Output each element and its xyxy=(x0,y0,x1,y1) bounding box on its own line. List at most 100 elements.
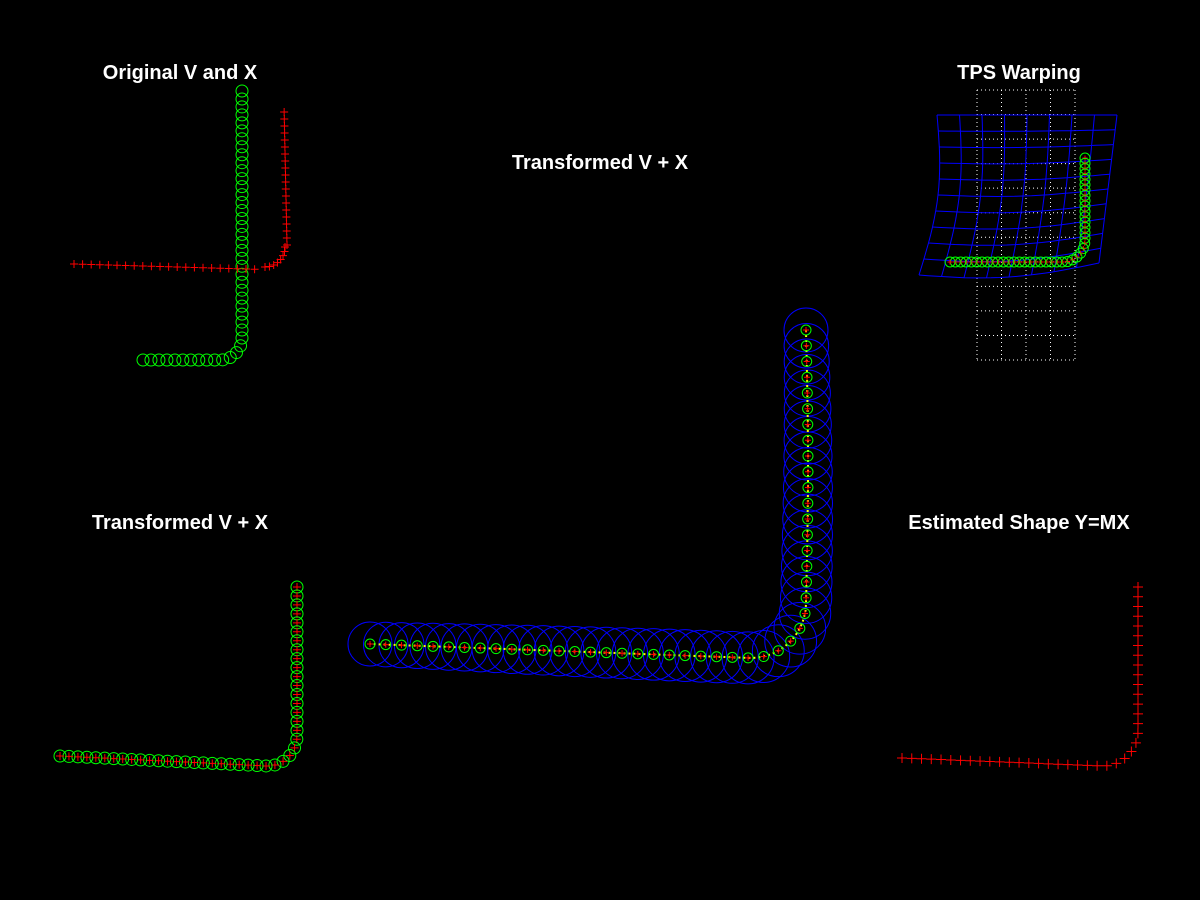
x-point-plus xyxy=(233,264,242,273)
x-point-plus xyxy=(804,468,811,475)
x-point-plus xyxy=(804,390,811,397)
original-panel xyxy=(70,84,291,367)
v-point-circle xyxy=(235,84,249,98)
v-point-circle xyxy=(235,307,249,321)
x-point-plus xyxy=(279,251,288,260)
v-point-circle xyxy=(711,651,723,663)
x-point-plus xyxy=(280,143,289,151)
x-point-plus xyxy=(1072,759,1083,770)
x-point-plus xyxy=(113,261,121,270)
correspondence-circle xyxy=(782,478,834,529)
warped-grid-line xyxy=(923,247,1101,263)
x-point-plus xyxy=(1130,737,1141,748)
v-point-circle xyxy=(800,576,812,588)
panel-title-original: Original V and X xyxy=(102,62,258,84)
v-point-circle xyxy=(802,419,814,431)
v-point-circle xyxy=(223,350,237,364)
x-point-plus xyxy=(87,260,96,269)
correspondence-circle xyxy=(690,630,744,684)
warped-grid-line xyxy=(937,188,1109,198)
x-point-plus xyxy=(1014,757,1025,768)
x-point-plus xyxy=(666,651,673,658)
v-point-circle xyxy=(802,450,814,462)
v-point-circle xyxy=(235,116,249,130)
v-point-circle xyxy=(235,291,249,305)
x-point-plus xyxy=(650,651,657,658)
x-point-plus xyxy=(138,262,147,270)
x-point-plus xyxy=(70,260,78,268)
x-point-plus xyxy=(803,358,810,365)
v-point-circle xyxy=(726,651,738,663)
x-point-plus xyxy=(804,374,811,381)
x-point-plus xyxy=(1133,718,1143,729)
x-point-plus xyxy=(508,646,515,653)
x-point-plus xyxy=(916,753,927,764)
correspondence-circle xyxy=(440,623,489,672)
v-point-circle xyxy=(802,434,814,446)
v-point-circle xyxy=(235,235,249,249)
x-point-plus xyxy=(1101,760,1112,771)
x-point-plus xyxy=(56,752,64,760)
v-point-circle xyxy=(152,353,166,367)
x-point-plus xyxy=(1133,591,1143,602)
estimated-panel xyxy=(897,582,1143,771)
v-point-circle xyxy=(443,641,455,653)
correspondence-circle xyxy=(783,338,830,385)
v-point-circle xyxy=(663,649,675,661)
x-point-plus xyxy=(1133,708,1143,719)
v-point-circle xyxy=(235,243,249,257)
x-point-plus xyxy=(95,260,104,269)
v-point-circle xyxy=(801,371,813,383)
v-point-circle xyxy=(235,188,249,202)
center-panel xyxy=(347,307,834,685)
x-point-plus xyxy=(803,327,809,333)
x-point-plus xyxy=(199,263,207,272)
v-point-circle xyxy=(208,353,222,367)
correspondence-circle xyxy=(362,621,409,668)
x-point-plus xyxy=(281,157,290,165)
x-point-plus xyxy=(524,646,531,653)
x-point-plus xyxy=(936,754,947,765)
correspondence-circle xyxy=(782,462,833,513)
x-point-plus xyxy=(803,579,810,586)
x-point-plus xyxy=(587,649,594,656)
v-point-circle xyxy=(648,648,660,660)
x-point-plus xyxy=(804,500,811,507)
x-point-plus xyxy=(804,484,811,491)
x-point-plus xyxy=(281,192,290,200)
tps-panel xyxy=(918,89,1118,361)
v-point-circle xyxy=(801,387,813,399)
warped-grid-line xyxy=(918,262,1100,279)
v-point-circle xyxy=(801,356,813,368)
correspondence-line xyxy=(369,329,809,659)
x-point-plus xyxy=(1132,728,1143,739)
x-point-plus xyxy=(281,185,290,193)
v-point-circle xyxy=(585,646,597,658)
x-point-plus xyxy=(282,220,291,228)
v-point-circle xyxy=(192,353,206,367)
x-point-plus xyxy=(804,531,811,538)
x-point-plus xyxy=(729,654,736,661)
x-point-plus xyxy=(745,654,752,661)
x-point-plus xyxy=(926,754,937,765)
x-point-plus xyxy=(477,645,484,652)
v-point-circle xyxy=(235,315,249,329)
v-point-circle xyxy=(800,592,812,604)
x-point-plus xyxy=(461,644,468,651)
x-point-plus xyxy=(285,751,294,760)
x-point-plus xyxy=(897,753,907,763)
x-point-plus xyxy=(619,650,626,657)
correspondence-circle xyxy=(596,627,649,680)
x-point-plus xyxy=(803,563,810,570)
x-point-plus xyxy=(281,178,290,186)
v-point-circle xyxy=(364,638,376,650)
x-point-plus xyxy=(975,756,986,767)
x-point-plus xyxy=(1082,760,1093,771)
x-point-plus xyxy=(1033,758,1044,769)
x-point-plus xyxy=(682,652,689,659)
x-point-plus xyxy=(804,547,811,554)
x-point-plus xyxy=(282,206,291,214)
x-point-plus xyxy=(261,263,269,271)
x-point-plus xyxy=(1133,699,1143,710)
